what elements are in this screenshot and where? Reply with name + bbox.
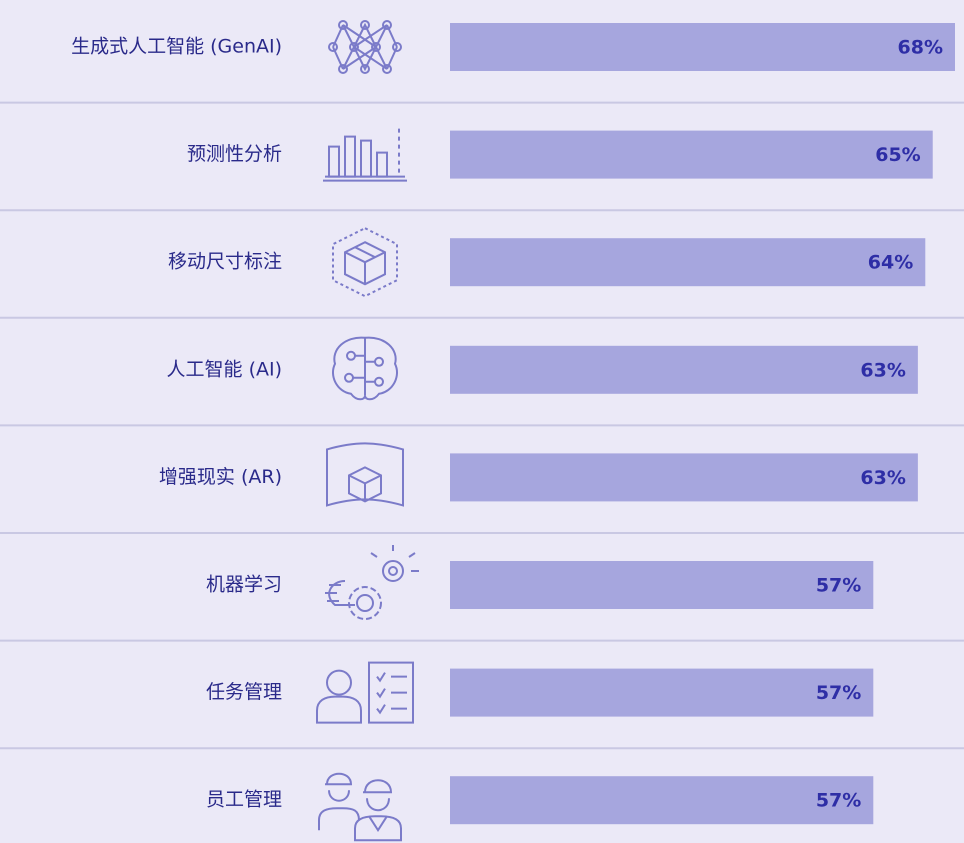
category-label: 预测性分析 — [187, 143, 282, 165]
value-label: 57% — [816, 790, 861, 812]
icon-shape — [360, 139, 372, 178]
icon-shape — [344, 241, 386, 286]
bar — [450, 453, 918, 502]
icon-shape — [382, 20, 392, 30]
bar — [450, 776, 874, 825]
icon-shape — [326, 669, 352, 696]
icon-shape — [348, 586, 382, 620]
icon-shape — [332, 22, 398, 72]
icon — [316, 661, 414, 724]
icon-shape — [382, 560, 404, 582]
category-label: 增强现实 (AR) — [159, 466, 282, 488]
icon-shape — [356, 594, 374, 612]
icon-shape — [348, 466, 382, 503]
value-label: 64% — [868, 252, 913, 274]
bar — [450, 345, 918, 394]
icon-shape — [338, 64, 348, 74]
bar — [450, 23, 955, 71]
bar — [450, 561, 874, 609]
icon — [325, 545, 419, 620]
bar — [450, 668, 874, 717]
icon-shape — [353, 354, 375, 383]
value-label: 57% — [816, 575, 861, 597]
icon-shape — [371, 42, 381, 52]
icon-shape — [325, 580, 355, 606]
category-label: 员工管理 — [206, 789, 282, 811]
icon — [332, 227, 398, 298]
bar — [450, 130, 933, 179]
icon — [332, 336, 398, 401]
icon — [326, 442, 404, 507]
icon-shape — [376, 672, 407, 715]
value-label: 68% — [898, 37, 943, 59]
icon-shape — [328, 145, 340, 178]
icon-shape — [328, 42, 338, 52]
category-label: 任务管理 — [206, 681, 282, 703]
icon-shape — [360, 64, 370, 74]
icon-shape — [354, 779, 402, 842]
icon-shape — [368, 815, 388, 833]
icon-shape — [368, 661, 414, 724]
category-label: 人工智能 (AI) — [167, 358, 282, 380]
icon — [318, 772, 402, 842]
value-label: 63% — [860, 467, 905, 489]
value-label: 63% — [860, 359, 905, 381]
icon-shape — [382, 64, 392, 74]
icon-shape — [388, 566, 398, 576]
icon-shape — [376, 151, 388, 178]
icon — [323, 128, 407, 182]
icon-shape — [338, 20, 348, 30]
icon — [328, 20, 402, 74]
category-label: 移动尺寸标注 — [168, 251, 282, 273]
icon-shape — [326, 442, 404, 507]
bar — [450, 238, 926, 287]
category-label: 机器学习 — [206, 574, 282, 596]
category-label: 生成式人工智能 (GenAI) — [71, 36, 282, 58]
icon-shape — [370, 545, 419, 572]
value-label: 57% — [816, 682, 861, 704]
icon-shape — [392, 42, 402, 52]
value-label: 65% — [875, 144, 920, 166]
icon-shape — [349, 42, 359, 52]
icon-shape — [318, 772, 360, 831]
icon-shape — [344, 135, 356, 178]
icon-shape — [360, 20, 370, 30]
icon-shape — [316, 695, 362, 724]
